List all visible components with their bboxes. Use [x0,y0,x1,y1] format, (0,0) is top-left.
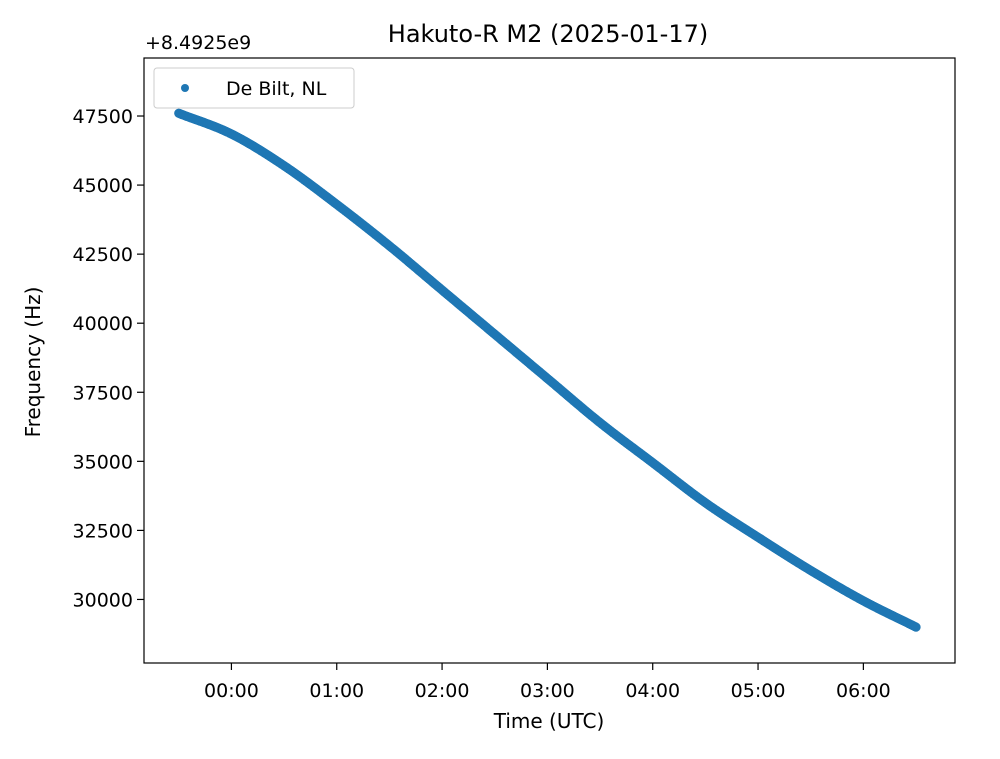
y-tick-label: 42500 [73,244,133,266]
x-axis: 00:00 01:00 02:00 03:00 04:00 05:00 06:00 [204,663,891,702]
legend-label: De Bilt, NL [226,78,327,100]
x-axis-title: Time (UTC) [493,709,605,733]
y-tick-label: 40000 [73,313,133,335]
x-tick-label: 02:00 [415,680,470,702]
x-tick-label: 00:00 [204,680,259,702]
chart-title: Hakuto-R M2 (2025-01-17) [388,20,708,48]
legend-box [153,67,355,109]
legend-marker [181,84,189,92]
y-tick-label: 30000 [73,589,133,611]
y-offset-label: +8.4925e9 [145,32,251,54]
y-axis: 30000 32500 35000 37500 40000 42500 45000 47500 [73,106,144,611]
legend: De Bilt, NL [153,67,355,109]
y-tick-label: 32500 [73,520,133,542]
x-tick-label: 06:00 [836,680,891,702]
series-layer [174,108,921,632]
y-tick-label: 47500 [73,106,133,128]
plot-frame [143,57,956,664]
y-tick-label: 35000 [73,451,133,473]
y-tick-label: 45000 [73,175,133,197]
data-point [911,622,921,632]
x-tick-label: 05:00 [731,680,786,702]
x-tick-label: 01:00 [309,680,364,702]
x-tick-label: 03:00 [520,680,575,702]
x-tick-label: 04:00 [625,680,680,702]
y-tick-label: 37500 [73,382,133,404]
y-axis-title: Frequency (Hz) [21,287,45,438]
